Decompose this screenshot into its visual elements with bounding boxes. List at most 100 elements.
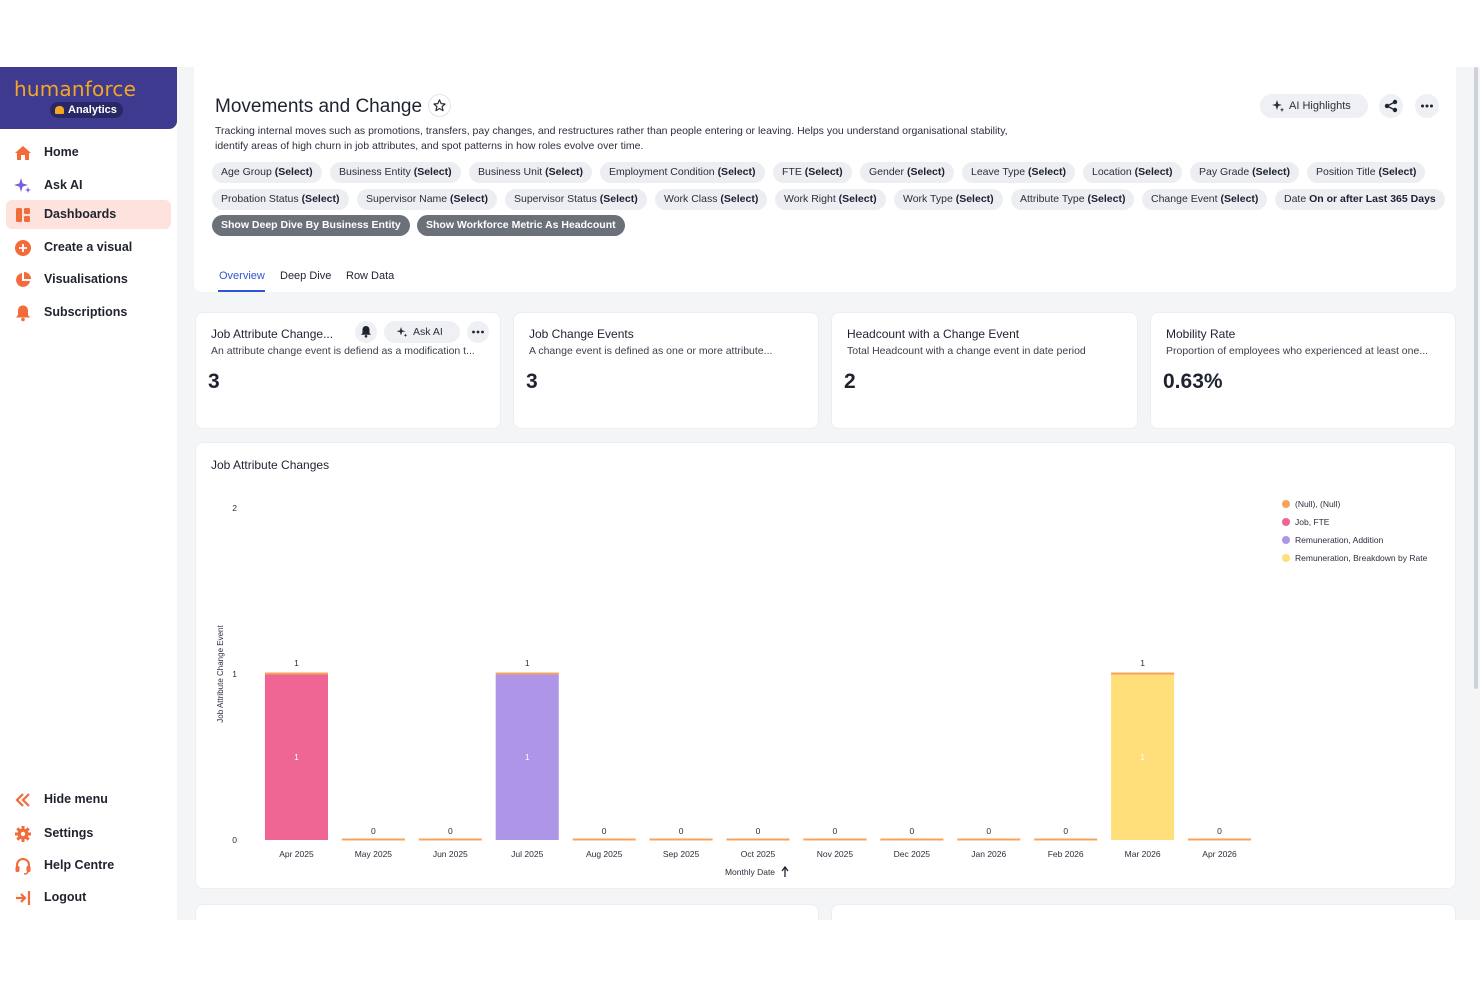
filter-value: (Select) xyxy=(804,166,843,178)
kpi-card-job-change-events[interactable]: Job Change Events A change event is defi… xyxy=(513,312,819,429)
filter-chip-leave-type[interactable]: Leave Type (Select) xyxy=(962,162,1075,183)
filter-chip-age-group[interactable]: Age Group (Select) xyxy=(212,162,322,183)
segment-label: 1 xyxy=(1140,752,1145,762)
x-axis-label: Monthly Date xyxy=(725,867,775,877)
filter-chip-work-right[interactable]: Work Right (Select) xyxy=(775,189,886,210)
filter-name: FTE xyxy=(782,166,805,178)
y-tick-label: 1 xyxy=(232,669,237,679)
filter-chip-supervisor-name[interactable]: Supervisor Name (Select) xyxy=(357,189,497,210)
filter-chip-business-entity[interactable]: Business Entity (Select) xyxy=(330,162,461,183)
bar-total-label: 0 xyxy=(986,826,991,836)
gear-icon xyxy=(15,826,31,842)
filter-chip-location[interactable]: Location (Select) xyxy=(1083,162,1182,183)
bar-cap xyxy=(1034,838,1098,841)
kpi-value: 2 xyxy=(844,370,856,393)
legend-label: (Null), (Null) xyxy=(1295,499,1341,509)
filter-chip-position-title[interactable]: Position Title (Select) xyxy=(1307,162,1426,183)
legend-swatch xyxy=(1282,518,1290,526)
brand-subtitle-badge: Analytics xyxy=(50,102,123,118)
brand-logo: humanforce xyxy=(14,77,137,101)
bar-total-label: 0 xyxy=(602,826,607,836)
filter-chip-change-event[interactable]: Change Event (Select) xyxy=(1142,189,1268,210)
bar-total-label: 0 xyxy=(833,826,838,836)
bar-cap xyxy=(649,838,713,841)
nav-item-label: Ask AI xyxy=(44,178,83,192)
filter-chip-work-type[interactable]: Work Type (Select) xyxy=(894,189,1003,210)
filter-name: Gender xyxy=(869,166,907,178)
filter-value: On or after Last 365 Days xyxy=(1309,193,1436,205)
ask-ai-button[interactable]: Ask AI xyxy=(384,321,460,343)
filter-chip-employment-condition[interactable]: Employment Condition (Select) xyxy=(600,162,765,183)
x-tick-label: Sep 2025 xyxy=(663,849,700,859)
kpi-title: Job Change Events xyxy=(529,327,634,341)
x-tick-label: Jul 2025 xyxy=(511,849,543,859)
bar-cap xyxy=(264,672,328,675)
tab-overview[interactable]: Overview xyxy=(219,270,265,282)
nav-item-settings[interactable]: Settings xyxy=(6,819,171,848)
pie-chart-icon xyxy=(16,272,31,287)
filter-chip-fte[interactable]: FTE (Select) xyxy=(773,162,852,183)
nav-item-subscriptions[interactable]: Subscriptions xyxy=(6,298,171,327)
filter-chip-supervisor-status[interactable]: Supervisor Status (Select) xyxy=(505,189,647,210)
filter-chip-work-class[interactable]: Work Class (Select) xyxy=(655,189,768,210)
filter-chip-gender[interactable]: Gender (Select) xyxy=(860,162,954,183)
bar-total-label: 0 xyxy=(1217,826,1222,836)
star-icon xyxy=(433,99,446,112)
filter-value: (Select) xyxy=(413,166,452,178)
tab-row-data[interactable]: Row Data xyxy=(346,270,395,282)
nav-item-home[interactable]: Home xyxy=(6,138,171,167)
more-options-button[interactable] xyxy=(1415,94,1439,118)
brand-subtitle: Analytics xyxy=(68,104,117,116)
nav-item-help-centre[interactable]: Help Centre xyxy=(6,851,171,880)
nav-item-label: Logout xyxy=(44,890,87,904)
nav-item-ask-ai[interactable]: Ask AI xyxy=(6,171,171,200)
page-title: Movements and Change xyxy=(215,96,423,117)
nav-item-label: Hide menu xyxy=(44,792,108,806)
tab-deep-dive[interactable]: Deep Dive xyxy=(280,270,332,282)
page-scrollbar[interactable] xyxy=(1474,67,1478,689)
x-tick-label: Oct 2025 xyxy=(741,849,776,859)
nav-item-visualisations[interactable]: Visualisations xyxy=(6,265,171,294)
bar-total-label: 0 xyxy=(756,826,761,836)
parameter-chip-1[interactable]: Show Deep Dive By Business Entity xyxy=(212,215,410,236)
filter-chip-pay-grade[interactable]: Pay Grade (Select) xyxy=(1190,162,1300,183)
x-tick-label: Jan 2026 xyxy=(971,849,1006,859)
filter-chip-date[interactable]: Date On or after Last 365 Days xyxy=(1275,189,1445,210)
sparkle-icon xyxy=(1272,100,1284,112)
filter-value: (Select) xyxy=(717,166,756,178)
kpi-description: Total Headcount with a change event in d… xyxy=(847,345,1086,357)
ai-highlights-button[interactable]: AI Highlights xyxy=(1260,94,1368,118)
filter-value: (Select) xyxy=(1028,166,1066,178)
filter-value: (Select) xyxy=(545,166,584,178)
nav-item-dashboards[interactable]: Dashboards xyxy=(6,200,171,229)
filter-value: (Select) xyxy=(906,166,945,178)
favorite-button[interactable] xyxy=(428,94,451,117)
filter-value: (Select) xyxy=(1134,166,1173,178)
kpi-description: Proportion of employees who experienced … xyxy=(1166,345,1429,357)
hide-menu-button[interactable]: Hide menu xyxy=(6,785,171,814)
share-button[interactable] xyxy=(1379,94,1403,118)
brand-header: humanforce Analytics xyxy=(0,67,177,129)
nav-item-create-visual[interactable]: Create a visual xyxy=(6,233,171,262)
filter-chip-probation-status[interactable]: Probation Status (Select) xyxy=(212,189,349,210)
logout-button[interactable]: Logout xyxy=(6,883,171,912)
parameter-chip-2[interactable]: Show Workforce Metric As Headcount xyxy=(417,215,625,236)
next-card-left xyxy=(195,904,819,920)
filter-chip-attribute-type[interactable]: Attribute Type (Select) xyxy=(1011,189,1135,210)
kpi-card-mobility-rate[interactable]: Mobility Rate Proportion of employees wh… xyxy=(1150,312,1456,429)
filter-name: Work Right xyxy=(784,193,839,205)
card-more-button[interactable] xyxy=(467,321,489,343)
filter-value: (Select) xyxy=(599,193,638,205)
page-description: Tracking internal moves such as promotio… xyxy=(215,125,1008,152)
legend-label: Remuneration, Breakdown by Rate xyxy=(1295,553,1428,563)
filter-name: Date xyxy=(1284,193,1310,205)
subscribe-button[interactable] xyxy=(355,321,377,343)
filter-chip-business-unit[interactable]: Business Unit (Select) xyxy=(469,162,593,183)
segment-label: 1 xyxy=(525,752,530,762)
filter-name: Change Event xyxy=(1151,193,1221,205)
bar-total-label: 0 xyxy=(448,826,453,836)
nav-item-label: Settings xyxy=(44,826,94,840)
plus-circle-icon xyxy=(15,240,31,256)
sidebar: humanforce Analytics Home Ask AI Dashboa… xyxy=(0,67,177,920)
kpi-card-headcount-change-event[interactable]: Headcount with a Change Event Total Head… xyxy=(831,312,1138,429)
